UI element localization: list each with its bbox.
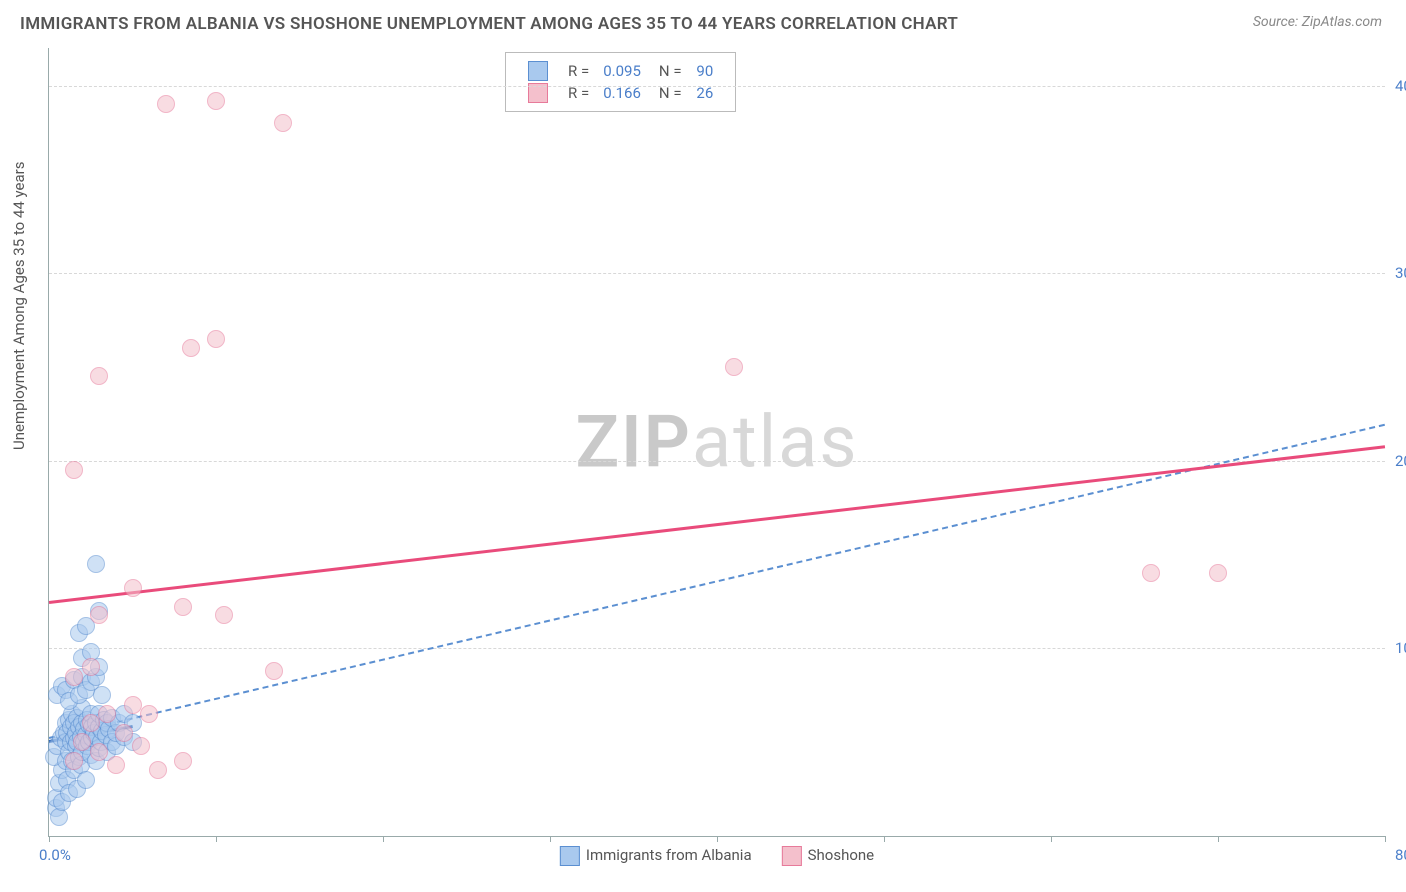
legend-bottom-item-1: Shoshone (782, 846, 875, 866)
x-tick (383, 836, 384, 842)
x-tick (1385, 836, 1386, 842)
data-point (1209, 564, 1227, 582)
data-point (124, 696, 142, 714)
data-point (90, 606, 108, 624)
data-point (77, 771, 95, 789)
scatter-plot-area: ZIPatlas R = 0.095 N = 90 R = 0.166 N = … (48, 48, 1385, 837)
data-point (149, 761, 167, 779)
data-point (65, 752, 83, 770)
data-point (265, 662, 283, 680)
data-point (65, 668, 83, 686)
source-label: Source: ZipAtlas.com (1253, 14, 1382, 30)
gridline-h (49, 273, 1385, 274)
legend-r-value-0: 0.095 (593, 62, 641, 80)
legend-n-label: N = 90 (651, 61, 721, 81)
legend-stats-row-0: R = 0.095 N = 90 (520, 61, 721, 81)
data-point (182, 339, 200, 357)
x-tick (884, 836, 885, 842)
x-tick (49, 836, 50, 842)
legend-n-value-0: 90 (685, 62, 713, 80)
x-tick (1051, 836, 1052, 842)
data-point (98, 705, 116, 723)
data-point (207, 92, 225, 110)
chart-title: IMMIGRANTS FROM ALBANIA VS SHOSHONE UNEM… (20, 14, 958, 34)
data-point (115, 724, 133, 742)
data-point (65, 461, 83, 479)
gridline-h (49, 648, 1385, 649)
data-point (90, 743, 108, 761)
data-point (124, 579, 142, 597)
legend-stats-box: R = 0.095 N = 90 R = 0.166 N = 26 (505, 52, 736, 112)
data-point (93, 686, 111, 704)
y-tick-label: 20.0% (1395, 452, 1406, 470)
x-tick (216, 836, 217, 842)
data-point (725, 358, 743, 376)
watermark: ZIPatlas (575, 400, 858, 485)
data-point (274, 114, 292, 132)
watermark-atlas: atlas (692, 400, 859, 485)
legend-n-value-1: 26 (685, 84, 713, 102)
y-tick-label: 10.0% (1395, 639, 1406, 657)
data-point (1142, 564, 1160, 582)
data-point (73, 733, 91, 751)
data-point (174, 598, 192, 616)
legend-r-value-1: 0.166 (593, 84, 641, 102)
data-point (87, 555, 105, 573)
data-point (157, 95, 175, 113)
legend-swatch-shoshone (782, 846, 802, 866)
watermark-zip: ZIP (575, 400, 691, 485)
legend-swatch-albania (528, 61, 548, 81)
data-point (82, 714, 100, 732)
gridline-h (49, 461, 1385, 462)
data-point (107, 756, 125, 774)
x-tick (550, 836, 551, 842)
y-axis-label: Unemployment Among Ages 35 to 44 years (10, 162, 28, 450)
data-point (132, 737, 150, 755)
data-point (207, 330, 225, 348)
x-axis-min-label: 0.0% (39, 846, 71, 864)
data-point (174, 752, 192, 770)
legend-r-label: R = 0.095 (560, 61, 649, 81)
data-point (90, 367, 108, 385)
legend-bottom-label-0: Immigrants from Albania (586, 846, 752, 864)
y-tick-label: 30.0% (1395, 264, 1406, 282)
gridline-h (49, 86, 1385, 87)
legend-bottom-item-0: Immigrants from Albania (560, 846, 752, 866)
data-point (140, 705, 158, 723)
legend-bottom-label-1: Shoshone (808, 846, 875, 864)
x-tick (717, 836, 718, 842)
x-tick (1218, 836, 1219, 842)
y-tick-label: 40.0% (1395, 77, 1406, 95)
data-point (82, 658, 100, 676)
data-point (215, 606, 233, 624)
data-point (50, 808, 68, 826)
legend-swatch-albania (560, 846, 580, 866)
x-axis-max-label: 80.0% (1395, 846, 1406, 864)
legend-bottom: Immigrants from Albania Shoshone (560, 846, 874, 866)
